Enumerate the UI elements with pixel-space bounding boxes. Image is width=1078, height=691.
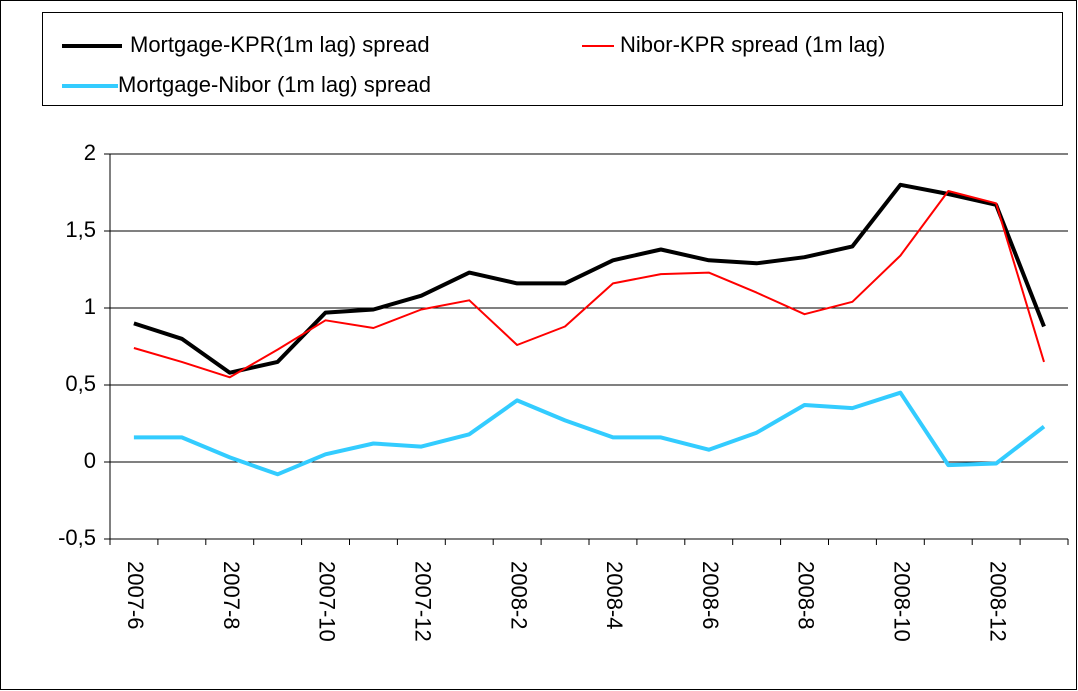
y-tick-label: 0 — [84, 448, 96, 473]
x-tick-label: 2007-10 — [315, 561, 340, 642]
y-tick-label: 1 — [84, 294, 96, 319]
x-tick-label: 2007-12 — [411, 561, 436, 642]
legend-label: Nibor-KPR spread (1m lag) — [620, 32, 885, 57]
x-tick-label: 2008-12 — [985, 561, 1010, 642]
legend-box — [42, 12, 1063, 106]
x-tick-label: 2008-2 — [506, 561, 531, 630]
legend-label: Mortgage-KPR(1m lag) spread — [130, 32, 430, 57]
series-line — [133, 390, 1046, 477]
x-tick-label: 2008-8 — [794, 561, 819, 630]
y-tick-label: 0,5 — [65, 371, 96, 396]
y-tick-label: 1,5 — [65, 217, 96, 242]
legend-label: Mortgage-Nibor (1m lag) spread — [118, 72, 431, 97]
x-tick-label: 2008-4 — [602, 561, 627, 630]
series-line — [133, 182, 1046, 375]
x-tick-label: 2008-6 — [698, 561, 723, 630]
y-tick-label: -0,5 — [58, 525, 96, 550]
x-tick-label: 2007-6 — [123, 561, 148, 630]
y-tick-label: 2 — [84, 140, 96, 165]
series-line — [133, 190, 1045, 379]
x-tick-label: 2008-10 — [890, 561, 915, 642]
x-tick-label: 2007-8 — [219, 561, 244, 630]
